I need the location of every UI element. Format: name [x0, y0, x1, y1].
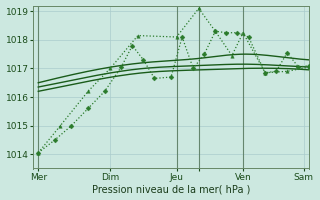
X-axis label: Pression niveau de la mer( hPa ): Pression niveau de la mer( hPa ): [92, 184, 250, 194]
